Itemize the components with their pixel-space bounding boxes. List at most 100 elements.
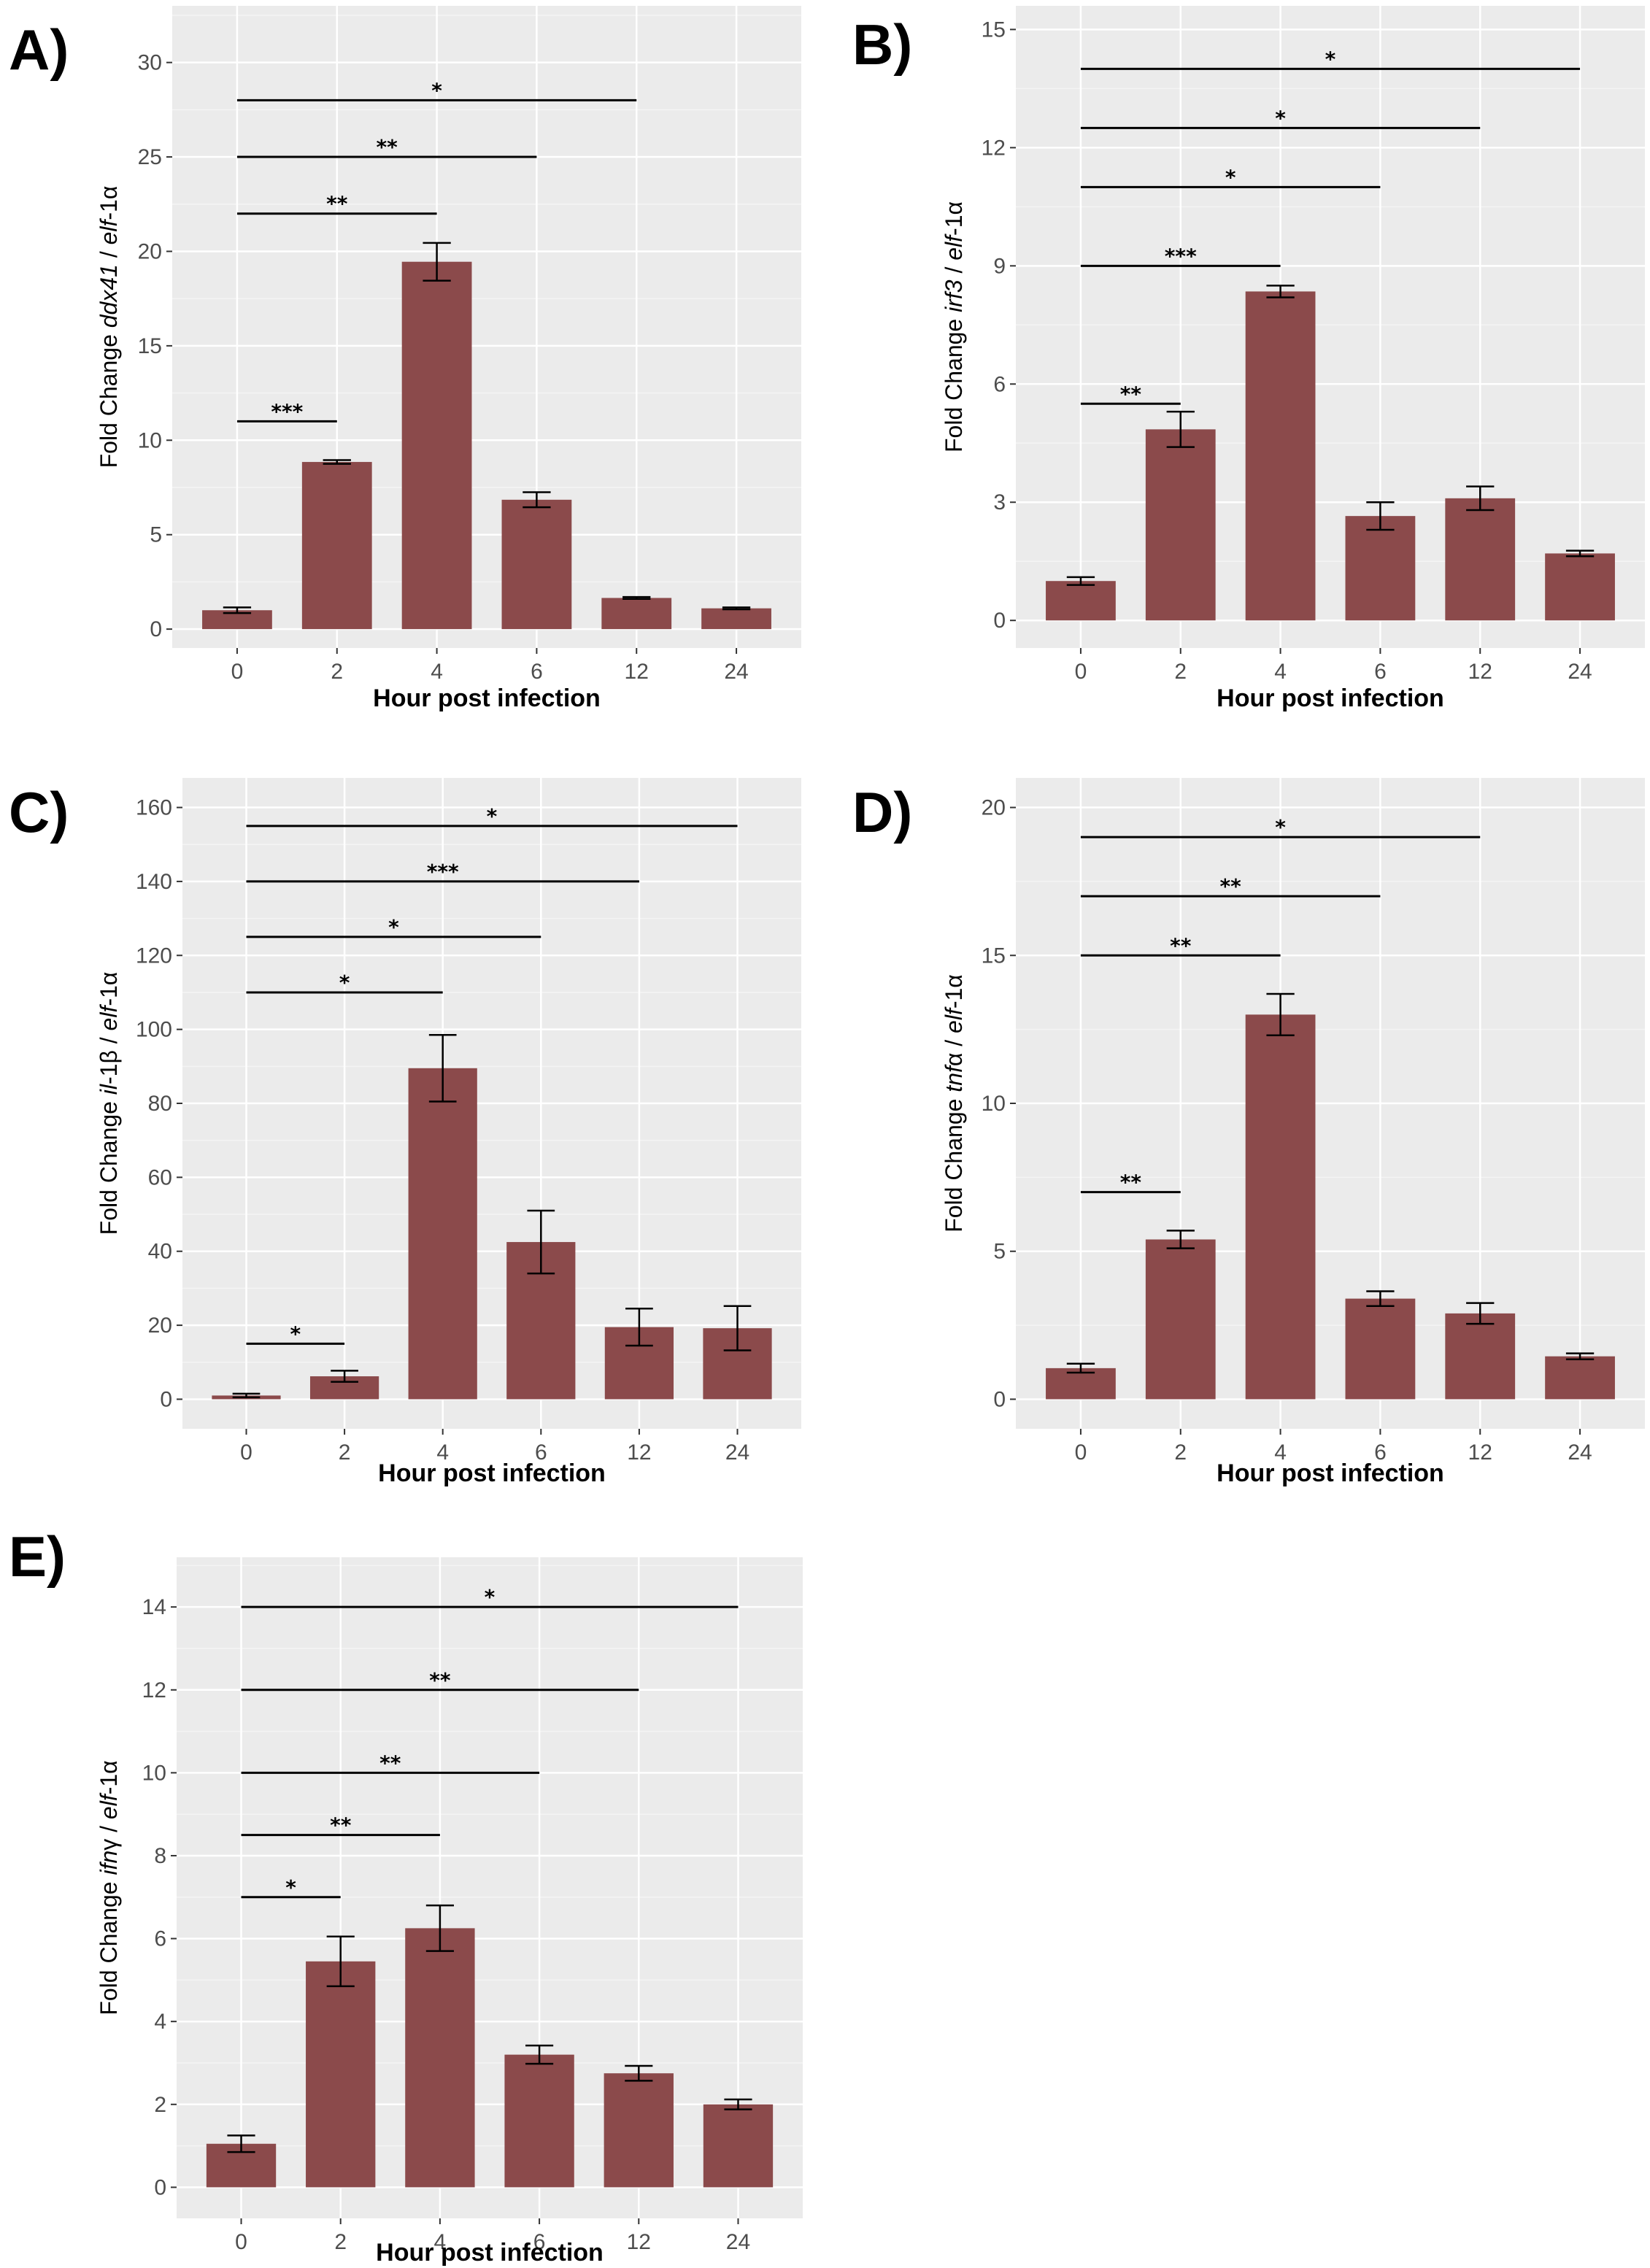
bar — [401, 261, 472, 630]
significance-label: ** — [1170, 933, 1192, 957]
x-axis-label: Hour post infection — [376, 2239, 604, 2267]
y-tick-label: 60 — [148, 1165, 172, 1189]
significance-label: * — [487, 804, 498, 828]
y-tick-label: 9 — [993, 254, 1006, 278]
y-label-prefix: Fold Change — [96, 328, 122, 468]
bar — [1046, 581, 1116, 621]
bar — [703, 2104, 774, 2188]
y-tick-label: 5 — [150, 523, 162, 547]
x-tick-label: 4 — [436, 1440, 449, 1465]
y-axis-label: Fold Change irf3 / elf-1α — [941, 201, 967, 452]
y-tick-label: 10 — [142, 1761, 166, 1785]
x-tick-label: 4 — [1274, 660, 1287, 684]
y-tick-label: 12 — [142, 1678, 166, 1702]
x-tick-label: 2 — [334, 2230, 347, 2254]
x-tick-label: 0 — [240, 1440, 252, 1465]
panel-letter: E) — [9, 1524, 66, 1589]
y-label-gene: ddx41 — [96, 264, 122, 328]
y-tick-label: 6 — [154, 1927, 166, 1951]
error-bar — [1166, 410, 1195, 448]
x-tick-label: 0 — [235, 2230, 247, 2254]
bar — [501, 499, 572, 630]
y-tick-label: 0 — [160, 1387, 172, 1411]
error-bar — [326, 1935, 355, 1988]
error-bar — [423, 242, 451, 282]
y-tick-label: 20 — [148, 1314, 172, 1338]
error-bar — [1565, 549, 1595, 558]
error-bar — [232, 1392, 261, 1399]
bar — [701, 608, 771, 630]
y-label-suffix: -1α — [941, 201, 967, 236]
y-label-prefix: Fold Change — [96, 1875, 122, 2016]
bar — [1545, 1356, 1615, 1400]
significance-label: * — [285, 1875, 296, 1899]
x-tick-label: 4 — [1274, 1440, 1287, 1465]
plot-background — [172, 6, 801, 648]
y-label-sep: -1β / — [96, 1030, 122, 1084]
bar — [1145, 429, 1216, 621]
y-axis-label: Fold Change ddx41 / elf-1α — [96, 186, 122, 468]
bar — [604, 2073, 674, 2188]
significance-label: *** — [1165, 244, 1197, 268]
y-tick-label: 40 — [148, 1240, 172, 1264]
error-bar — [1266, 285, 1295, 298]
significance-label: * — [1275, 106, 1286, 130]
y-tick-label: 14 — [142, 1595, 166, 1619]
significance-label: * — [290, 1322, 301, 1346]
x-tick-label: 12 — [1468, 1440, 1492, 1465]
y-label-gene: ifn — [96, 1851, 122, 1875]
y-axis-label: Fold Change ifnγ / elf-1α — [96, 1760, 122, 2015]
y-label-ref: elf — [96, 1792, 122, 1819]
y-label-ref: elf — [941, 1006, 967, 1033]
error-bar — [1266, 992, 1295, 1036]
error-bar — [1565, 1352, 1595, 1360]
bar — [408, 1068, 477, 1400]
bar — [1345, 516, 1416, 621]
error-bar — [1466, 485, 1495, 512]
bar — [504, 2054, 574, 2188]
significance-label: * — [1325, 47, 1336, 71]
x-tick-label: 0 — [1075, 1440, 1087, 1465]
significance-label: ** — [379, 1751, 401, 1775]
significance-label: * — [1275, 815, 1286, 839]
plot-background — [1016, 6, 1645, 648]
y-tick-label: 6 — [993, 372, 1006, 396]
significance-label: ** — [326, 192, 348, 216]
y-tick-label: 3 — [993, 490, 1006, 514]
y-tick-label: 80 — [148, 1092, 172, 1116]
x-tick-label: 4 — [434, 2230, 447, 2254]
error-bar — [428, 1033, 457, 1103]
y-tick-label: 20 — [138, 239, 162, 263]
x-axis-label: Hour post infection — [378, 1459, 606, 1487]
bar — [1345, 1298, 1416, 1400]
bar — [1545, 553, 1615, 621]
bar — [306, 1961, 376, 2188]
y-tick-label: 120 — [136, 944, 172, 968]
bar — [405, 1928, 475, 2188]
x-tick-label: 24 — [726, 2230, 750, 2254]
significance-label: ** — [1220, 874, 1242, 898]
x-tick-label: 2 — [331, 660, 343, 684]
x-tick-label: 6 — [531, 660, 543, 684]
x-tick-label: 6 — [1374, 1440, 1387, 1465]
significance-label: ** — [330, 1813, 352, 1837]
y-tick-label: 20 — [982, 796, 1006, 820]
bar — [1145, 1239, 1216, 1400]
x-tick-label: 4 — [431, 660, 443, 684]
error-bar — [625, 1308, 653, 1347]
x-tick-label: 0 — [231, 660, 244, 684]
y-tick-label: 2 — [154, 2093, 166, 2117]
y-label-sep: γ / — [96, 1819, 122, 1851]
panel-letter: A) — [9, 18, 69, 82]
y-label-sep: α / — [941, 1033, 967, 1066]
significance-label: *** — [271, 399, 303, 423]
error-bar — [527, 1209, 555, 1275]
error-bar — [525, 2044, 554, 2065]
x-tick-label: 24 — [725, 1440, 749, 1465]
x-tick-label: 12 — [627, 2230, 651, 2254]
